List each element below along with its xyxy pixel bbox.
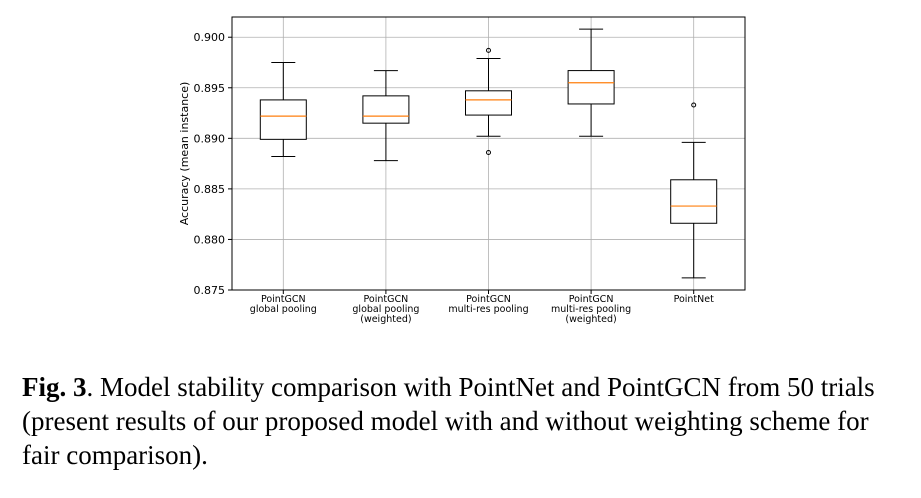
outlier-point	[691, 102, 697, 108]
x-tick-label: PointGCN	[364, 294, 409, 305]
iqr-box	[259, 99, 307, 140]
figure-label: Fig. 3	[22, 372, 87, 402]
iqr-box	[465, 90, 512, 116]
y-tick-label: 0.880	[194, 233, 226, 246]
x-tick-label: global pooling	[352, 304, 419, 315]
y-tick-label: 0.890	[194, 132, 226, 145]
box-4	[567, 28, 615, 137]
y-tick-label: 0.895	[194, 82, 226, 95]
figure-caption: Fig. 3. Model stability comparison with …	[22, 370, 898, 472]
iqr-box	[362, 95, 410, 124]
iqr-box	[670, 179, 718, 224]
outlier-point	[486, 47, 491, 53]
box-3	[465, 47, 512, 155]
outlier-point	[486, 149, 491, 155]
grid-lines	[232, 17, 745, 291]
boxes	[259, 28, 718, 279]
x-tick-label: PointGCN	[261, 294, 306, 305]
box-2	[362, 70, 410, 162]
y-tick-label: 0.875	[194, 284, 226, 297]
box-1	[259, 62, 307, 158]
y-tick-label: 0.900	[194, 31, 226, 44]
x-tick-label: global pooling	[250, 304, 317, 315]
x-tick-label: multi-res pooling	[448, 304, 528, 315]
caption-text: . Model stability comparison with PointN…	[22, 372, 875, 470]
x-tick-label: (weighted)	[565, 314, 616, 325]
y-axis-label: Accuracy (mean instance)	[178, 82, 191, 226]
box-5	[670, 102, 718, 279]
x-tick-label: PointNet	[674, 294, 715, 305]
x-tick-label: multi-res pooling	[551, 304, 631, 315]
axes: 0.8750.8800.8850.8900.8950.900PointGCNgl…	[194, 31, 715, 325]
x-tick-label: PointGCN	[569, 294, 614, 305]
x-tick-label: (weighted)	[360, 314, 411, 325]
y-tick-label: 0.885	[194, 183, 226, 196]
iqr-box	[567, 70, 615, 105]
box-plot-chart: 0.8750.8800.8850.8900.8950.900PointGCNgl…	[178, 16, 746, 325]
x-tick-label: PointGCN	[466, 294, 511, 305]
